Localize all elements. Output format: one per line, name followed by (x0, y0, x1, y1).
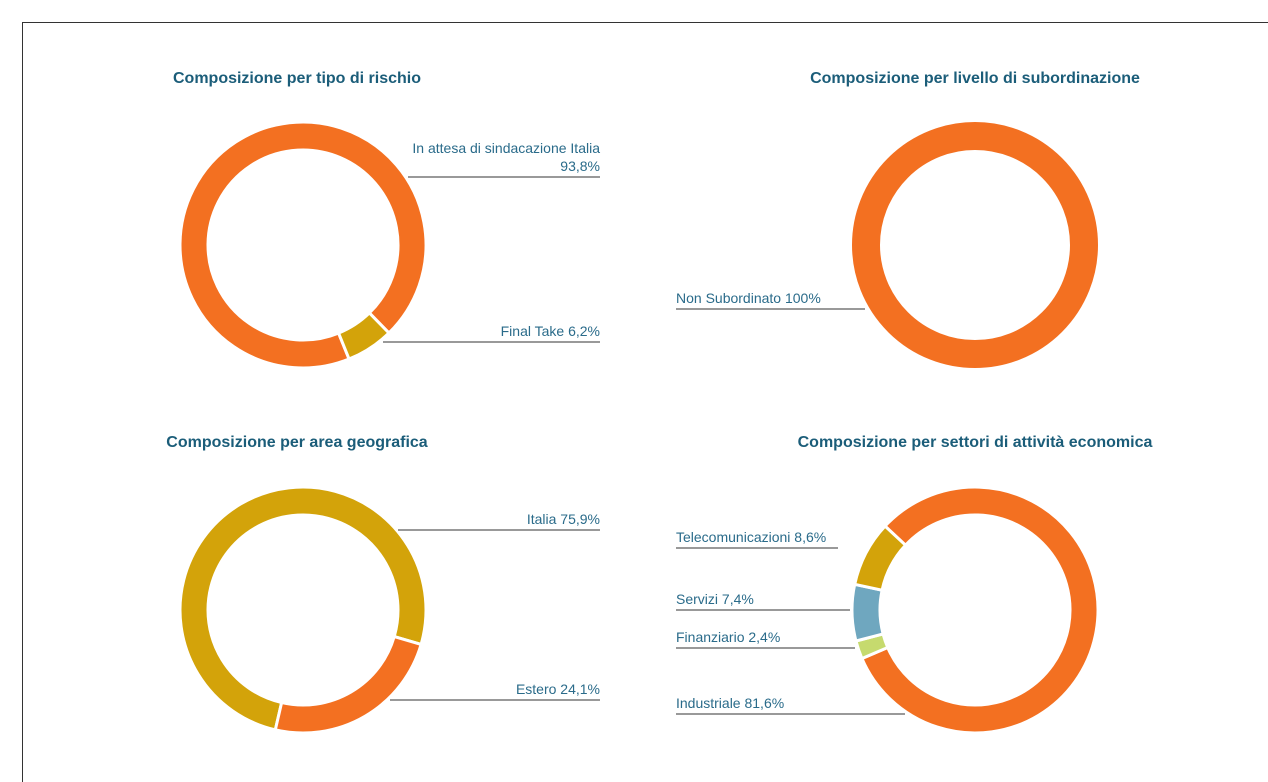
category-name: In attesa di sindacazione Italia (412, 140, 600, 156)
segment-label: Servizi 7,4% (676, 590, 876, 608)
chart-title: Composizione per area geografica (166, 434, 428, 451)
value-label: 100% (784, 290, 821, 306)
category-name: Telecomunicazioni (676, 529, 791, 545)
segment-label: Non Subordinato 100% (676, 289, 876, 307)
category-name: Estero (515, 681, 557, 697)
value-label: 24,1% (560, 681, 600, 697)
category-name: Servizi (676, 591, 719, 607)
donut-segment (860, 485, 1100, 735)
segment-label: In attesa di sindacazione Italia 93,8% (410, 139, 600, 175)
chart-title: Composizione per settori di attività eco… (797, 434, 1153, 451)
donut-segment (178, 120, 428, 370)
category-name: Finanziario (676, 629, 745, 645)
donut-ring (852, 122, 1098, 368)
value-label: 2,4% (748, 629, 781, 645)
category-name: Industriale (676, 695, 741, 711)
segment-label: Finanziario 2,4% (676, 628, 876, 646)
category-name: Italia (526, 511, 557, 527)
donut-segment (852, 523, 908, 592)
value-label: 7,4% (721, 591, 754, 607)
donut-segment (336, 310, 392, 361)
donut-segment (273, 634, 423, 735)
chart-title: Composizione per livello di subordinazio… (810, 70, 1140, 87)
segment-label: Estero 24,1% (400, 680, 600, 698)
segment-label: Final Take 6,2% (400, 322, 600, 340)
donut-segment (178, 485, 428, 732)
segment-label: Industriale 81,6% (676, 694, 896, 712)
category-name: Non Subordinato (676, 290, 782, 306)
category-name: Final Take (500, 323, 565, 339)
value-label: 75,9% (560, 511, 600, 527)
value-label: 93,8% (560, 158, 600, 174)
value-label: 8,6% (794, 529, 827, 545)
segment-label: Telecomunicazioni 8,6% (676, 528, 876, 546)
segment-label: Italia 75,9% (400, 510, 600, 528)
chart-title: Composizione per tipo di rischio (172, 70, 421, 87)
frame (22, 22, 1268, 782)
value-label: 81,6% (744, 695, 785, 711)
value-label: 6,2% (568, 323, 600, 339)
